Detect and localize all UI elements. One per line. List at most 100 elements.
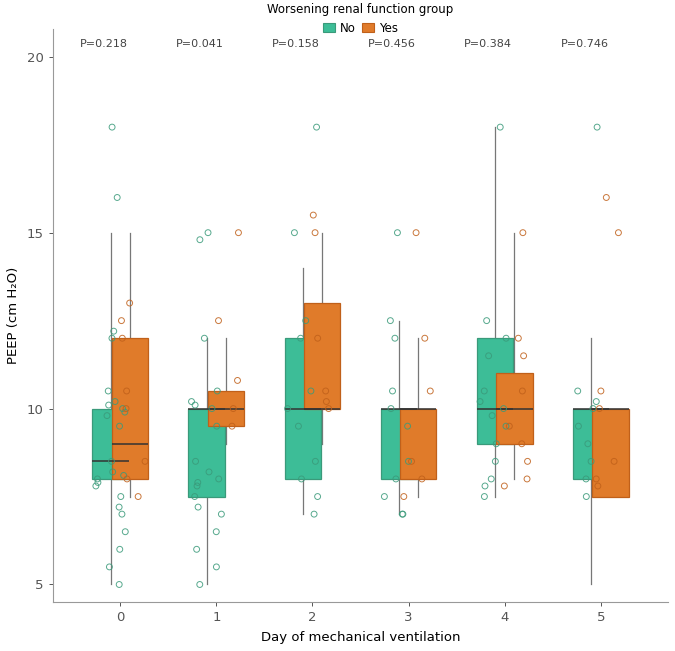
Point [295,333,306,344]
Point [191,544,202,555]
Point [186,396,197,407]
Point [92,474,103,484]
Point [313,333,323,344]
Point [581,492,592,502]
Bar [208,391,244,426]
Point [516,439,527,449]
Point [213,316,224,326]
Point [486,474,497,484]
Bar [592,409,628,497]
Point [501,333,512,344]
Point [103,386,113,396]
Point [495,122,506,132]
Point [124,298,135,308]
Point [392,227,403,238]
Point [194,579,205,590]
Point [592,122,603,132]
Point [306,386,317,396]
Point [323,404,334,414]
Point [199,333,210,344]
Point [293,421,304,432]
Text: P=0.384: P=0.384 [464,39,512,49]
Point [498,404,509,414]
Point [513,333,524,344]
Point [313,492,323,502]
Point [103,400,114,410]
Point [122,474,132,484]
Point [385,404,396,414]
Y-axis label: PEEP (cm H₂O): PEEP (cm H₂O) [7,267,20,364]
Point [107,122,117,132]
Point [517,386,528,396]
Point [595,386,606,396]
Text: P=0.746: P=0.746 [560,39,608,49]
Point [403,456,414,467]
Point [114,544,125,555]
Bar [111,339,148,479]
Point [190,400,200,410]
Point [310,456,321,467]
Point [233,227,244,238]
Point [140,456,151,467]
Point [109,396,120,407]
Point [289,227,300,238]
Bar [477,339,513,444]
Point [398,509,408,519]
Point [296,474,307,484]
Point [212,386,223,396]
Point [321,396,332,407]
Bar [400,409,437,479]
Point [190,456,201,467]
Point [133,492,144,502]
Legend: No, Yes: No, Yes [267,3,454,35]
Point [192,477,203,488]
Point [282,404,293,414]
Point [572,386,583,396]
Point [419,333,430,344]
Point [227,421,238,432]
Point [118,470,129,480]
Point [106,456,117,467]
Point [416,474,427,484]
Point [522,474,533,484]
Point [92,477,103,488]
Point [385,316,396,326]
Point [504,421,515,432]
Bar [92,409,129,479]
Point [216,509,227,519]
Point [202,227,213,238]
Point [518,227,529,238]
Bar [496,374,533,444]
Text: P=0.158: P=0.158 [272,39,320,49]
Point [591,474,601,484]
Point [115,492,126,502]
Point [117,404,128,414]
Bar [304,303,340,409]
Point [481,316,492,326]
Point [580,474,591,484]
Text: P=0.041: P=0.041 [176,39,224,49]
Point [406,456,417,467]
Point [593,481,603,492]
Point [228,404,239,414]
Point [398,492,409,502]
Point [204,467,215,477]
Text: P=0.456: P=0.456 [368,39,416,49]
Point [121,404,132,414]
Point [387,386,398,396]
Point [113,502,124,512]
Point [391,474,402,484]
Point [207,404,217,414]
Point [116,316,127,326]
Point [479,481,490,492]
Point [379,492,389,502]
Point [491,439,502,449]
X-axis label: Day of mechanical ventilation: Day of mechanical ventilation [261,631,460,644]
Point [211,421,222,432]
Point [594,404,605,414]
Point [310,227,321,238]
Point [107,467,118,477]
Point [117,333,128,344]
Point [213,474,224,484]
Point [102,410,113,421]
